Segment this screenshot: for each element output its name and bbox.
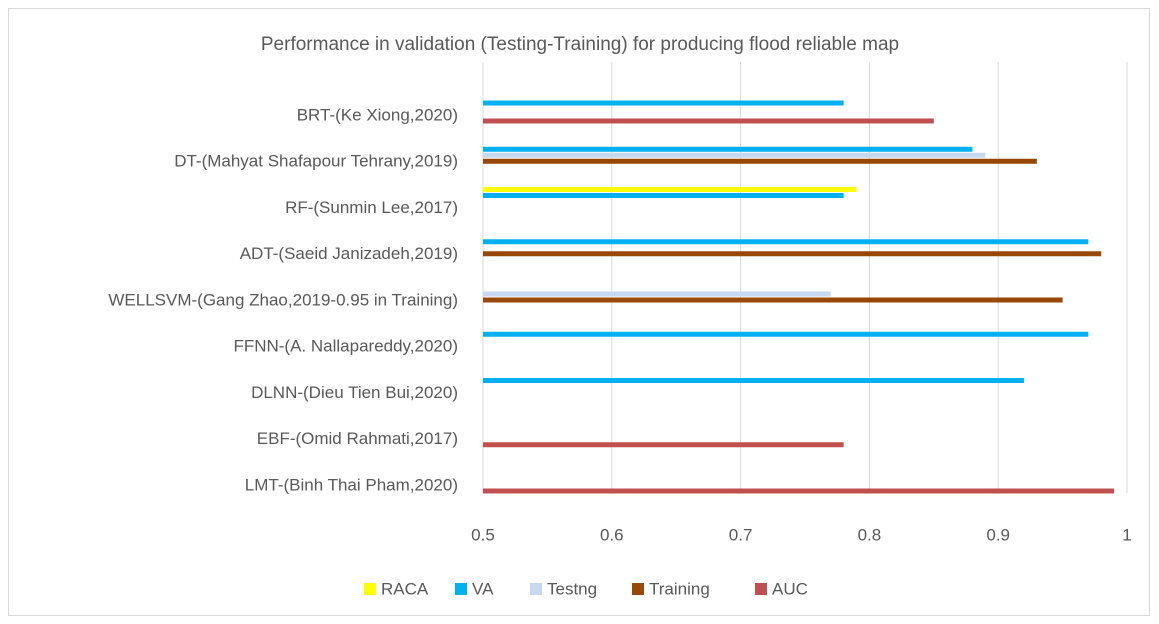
y-tick-label: DT-(Mahyat Shafapour Tehrany,2019): [174, 152, 458, 171]
chart-frame: [8, 8, 1150, 616]
legend-label: VA: [472, 579, 494, 598]
legend-label: Testng: [547, 579, 597, 598]
y-tick-label: EBF-(Omid Rahmati,2017): [257, 429, 458, 448]
bar: [483, 118, 934, 124]
y-tick-label: BRT-(Ke Xiong,2020): [297, 105, 458, 124]
bar: [483, 488, 1115, 494]
legend-swatch: [530, 583, 542, 595]
bar: [483, 378, 1024, 383]
bar: [483, 193, 844, 198]
y-tick-label: LMT-(Binh Thai Pham,2020): [245, 475, 458, 494]
bar: [483, 442, 844, 448]
y-tick-label: DLNN-(Dieu Tien Bui,2020): [251, 383, 458, 402]
bar: [483, 152, 986, 158]
x-tick-label: 0.8: [858, 525, 882, 544]
chart-title: Performance in validation (Testing-Train…: [261, 34, 899, 55]
y-tick-label: FFNN-(A. Nallapareddy,2020): [233, 337, 458, 356]
legend-swatch: [455, 583, 467, 595]
y-tick-label: RF-(Sunmin Lee,2017): [285, 198, 458, 217]
x-tick-label: 0.7: [729, 525, 753, 544]
legend-label: Training: [649, 579, 710, 598]
bar: [483, 100, 844, 106]
legend-swatch: [755, 583, 767, 595]
bar: [483, 158, 1037, 164]
x-tick-label: 0.6: [600, 525, 624, 544]
bar: [483, 297, 1063, 303]
legend-label: RACA: [381, 579, 429, 598]
bar: [483, 331, 1089, 337]
legend-swatch: [632, 583, 644, 595]
bar: [483, 187, 857, 192]
bar: [483, 251, 1102, 257]
x-tick-label: 0.9: [986, 525, 1010, 544]
y-tick-label: ADT-(Saeid Janizadeh,2019): [240, 244, 458, 263]
bar: [483, 291, 831, 297]
x-tick-label: 1: [1122, 525, 1131, 544]
x-tick-label: 0.5: [471, 525, 495, 544]
legend-swatch: [364, 583, 376, 595]
bar: [483, 239, 1089, 245]
y-tick-label: WELLSVM-(Gang Zhao,2019-0.95 in Training…: [108, 290, 458, 309]
legend-label: AUC: [772, 579, 808, 598]
bar: [483, 146, 973, 152]
